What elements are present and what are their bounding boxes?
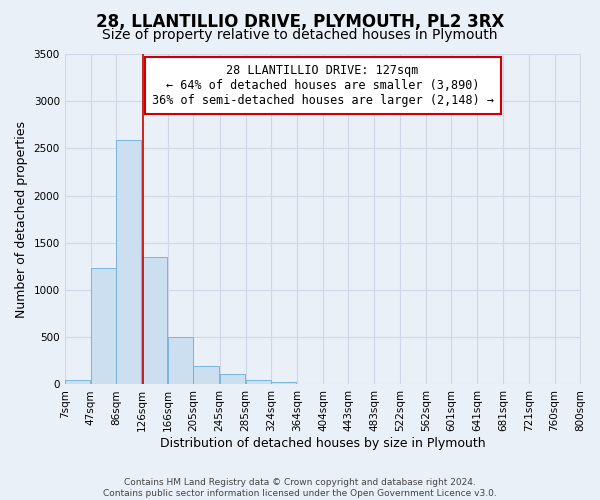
Bar [168,338,193,384]
Text: Contains HM Land Registry data © Crown copyright and database right 2024.
Contai: Contains HM Land Registry data © Crown c… [103,478,497,498]
Text: 28 LLANTILLIO DRIVE: 127sqm
← 64% of detached houses are smaller (3,890)
36% of : 28 LLANTILLIO DRIVE: 127sqm ← 64% of det… [152,64,494,107]
Bar [220,374,245,384]
Bar [116,140,142,384]
Bar [91,268,116,384]
X-axis label: Distribution of detached houses by size in Plymouth: Distribution of detached houses by size … [160,437,485,450]
Bar [65,380,90,384]
Bar [193,366,219,384]
Text: 28, LLANTILLIO DRIVE, PLYMOUTH, PL2 3RX: 28, LLANTILLIO DRIVE, PLYMOUTH, PL2 3RX [96,12,504,30]
Bar [271,382,296,384]
Text: Size of property relative to detached houses in Plymouth: Size of property relative to detached ho… [102,28,498,42]
Bar [245,380,271,384]
Bar [142,257,167,384]
Y-axis label: Number of detached properties: Number of detached properties [15,120,28,318]
